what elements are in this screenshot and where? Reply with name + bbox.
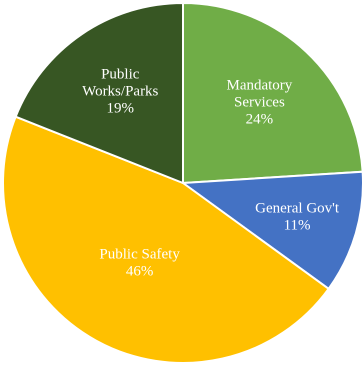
data-label-general-gov-t: General Gov't 11% <box>255 201 340 234</box>
data-label-line: 24% <box>246 112 274 128</box>
data-label-line: Works/Parks <box>82 84 158 100</box>
data-label-line: 46% <box>126 263 154 279</box>
pie-slice-public-safety <box>2 115 331 364</box>
data-label-mandatory-services: Mandatory Services 24% <box>226 78 292 128</box>
pie-slice-general-gov-t <box>180 170 364 291</box>
data-label-line: 11% <box>284 218 311 234</box>
pie-slice-public-works-parks <box>14 1 184 185</box>
data-label-line: Services <box>234 95 285 111</box>
data-label-public-works-parks: Public Works/Parks 19% <box>82 67 158 117</box>
pie-labels: Mandatory Services 24% General Gov't 11% Publ… <box>82 67 340 280</box>
data-label-public-safety: Public Safety 46% <box>99 246 180 279</box>
pie-slice-mandatory-services <box>182 1 364 185</box>
data-label-line: General Gov't <box>255 201 340 217</box>
data-label-line: Public Safety <box>99 246 180 262</box>
data-label-line: 19% <box>107 101 135 117</box>
data-label-line: Public <box>101 67 140 83</box>
data-label-line: Mandatory <box>226 78 292 94</box>
